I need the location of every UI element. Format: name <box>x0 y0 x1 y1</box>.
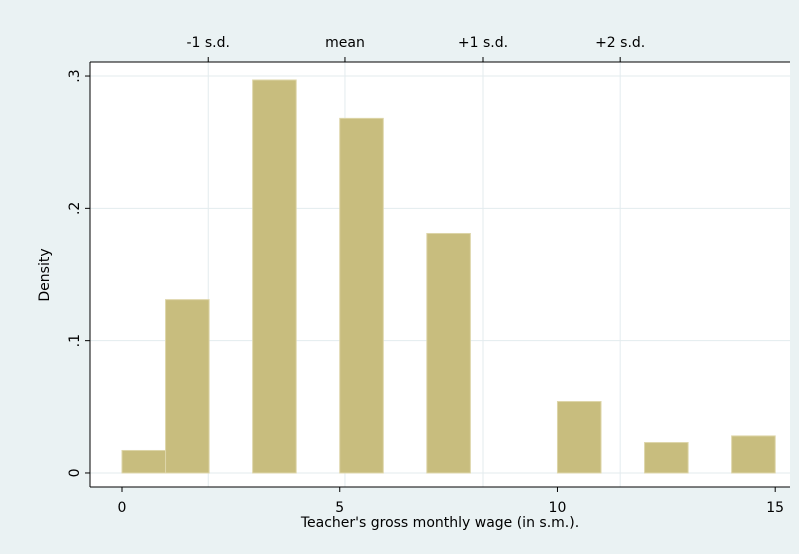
y-tick-label: .3 <box>67 69 83 82</box>
x2-tick-label: +2 s.d. <box>595 35 645 51</box>
bar <box>556 401 602 474</box>
y-tick-label: .1 <box>67 334 83 347</box>
x-tick-label: 5 <box>335 500 344 516</box>
y-axis-label: Density <box>37 248 53 301</box>
bar <box>121 449 167 474</box>
bar <box>426 232 471 474</box>
bar <box>339 117 384 474</box>
x-axis-label: Teacher's gross monthly wage (in s.m.). <box>300 515 579 531</box>
x-tick-label: 0 <box>118 500 127 516</box>
bar <box>644 442 689 474</box>
x-tick-label: 15 <box>766 500 784 516</box>
x2-tick-label: +1 s.d. <box>458 35 508 51</box>
y-tick-label: .2 <box>67 202 83 215</box>
x2-tick-label: -1 s.d. <box>186 35 230 51</box>
y-tick-label: 0 <box>67 469 83 478</box>
bar <box>731 435 776 474</box>
bar <box>252 79 297 474</box>
x-tick-label: 10 <box>549 500 567 516</box>
x2-tick-label: mean <box>325 35 365 51</box>
bar <box>165 299 210 474</box>
